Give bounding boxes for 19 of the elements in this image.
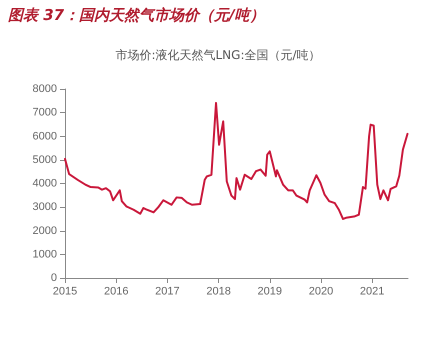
y-tick-label: 0 — [50, 272, 57, 284]
y-tick-label: 4000 — [32, 178, 57, 190]
y-tick-label: 6000 — [32, 130, 57, 142]
x-tick-label: 2019 — [258, 286, 282, 298]
chart-subtitle: 市场价:液化天然气LNG:全国（元/吨） — [115, 48, 321, 62]
x-tick-label: 2020 — [308, 286, 334, 298]
line-series — [64, 102, 408, 220]
x-tick-label: 2018 — [206, 286, 231, 298]
y-tick-label: 5000 — [32, 154, 57, 166]
y-tick-label: 1000 — [32, 248, 57, 260]
y-tick-label: 2000 — [32, 224, 57, 237]
x-tick-label: 2017 — [155, 286, 180, 298]
y-tick-label: 8000 — [32, 83, 57, 95]
x-tick-label: 2016 — [104, 286, 128, 298]
y-tick-label: 3000 — [32, 201, 57, 214]
chart-title: 图表 37：国内天然气市场价（元/吨） — [8, 6, 265, 25]
x-tick-label: 2021 — [360, 286, 384, 298]
x-tick-label: 2015 — [52, 286, 78, 298]
y-tick-label: 7000 — [32, 106, 57, 119]
